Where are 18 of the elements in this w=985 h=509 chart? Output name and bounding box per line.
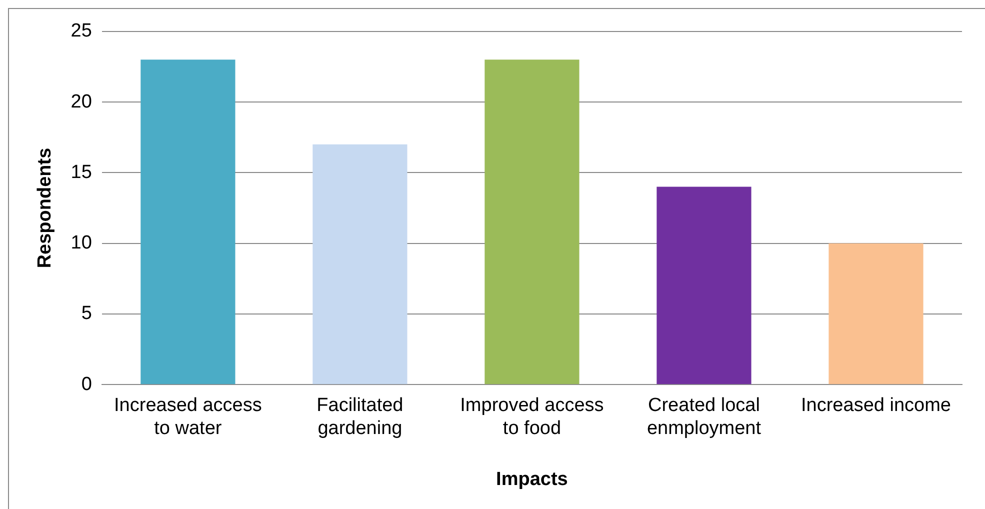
y-tick-label: 20 [70,91,92,112]
y-tick-label: 5 [81,303,92,324]
y-axis-title: Respondents [34,148,56,268]
x-tick-label: Increased income [801,395,951,416]
bar [312,144,408,384]
bar [656,186,752,384]
y-tick-label: 15 [70,162,92,183]
bar [484,60,580,384]
bar [828,243,924,384]
x-tick-label: Created local enmployment [646,395,762,440]
x-tick-label: Increased access to water [114,395,262,440]
x-tick-label: Facilitated gardening [316,395,404,440]
x-tick-label: Improved access to food [460,395,604,440]
bar [140,60,236,384]
x-axis-title: Impacts [496,468,568,490]
y-tick-label: 10 [70,232,92,254]
y-tick-label: 25 [70,20,92,42]
y-tick-label: 0 [81,374,92,395]
